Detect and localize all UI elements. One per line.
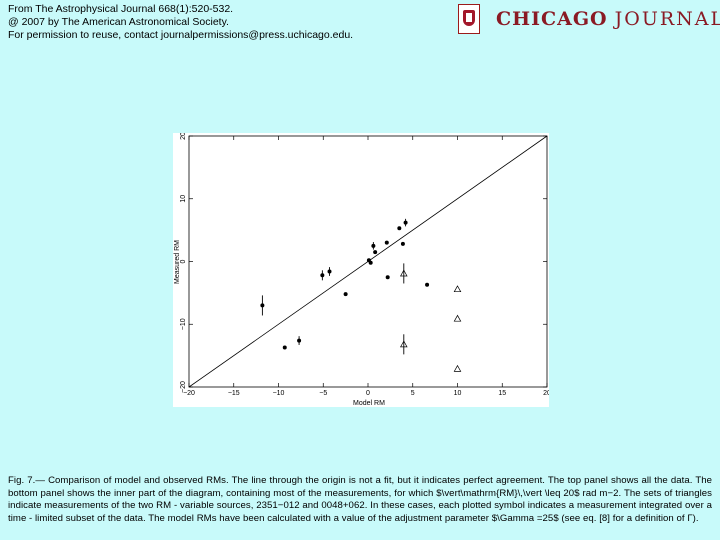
y-tick-label: −20 [180,381,187,393]
triangle-point [453,314,462,322]
figure-panel: −20 −15 −10 −5 0 5 10 15 20 −20 −10 0 10 20 Model RM … [173,133,549,407]
data-point [425,282,430,287]
x-tick-label: 5 [411,390,415,397]
data-point [327,269,332,274]
data-point [371,243,376,248]
data-point [400,241,405,246]
data-point [397,226,402,231]
x-axis-label: Model RM [353,400,385,407]
data-point [320,273,325,278]
y-tick-label: 10 [180,195,187,203]
y-tick-label: −10 [180,318,187,330]
chicago-journals-logo[interactable]: CHICAGO JOURNALS [458,4,720,34]
data-point [297,338,302,343]
y-tick-label: 20 [180,133,187,140]
brand-wordmark: CHICAGO JOURNALS [496,7,720,30]
citation-copyright: @ 2007 by The American Astronomical Soci… [8,16,229,28]
data-point [384,240,389,245]
university-seal-icon [458,4,480,34]
data-point [282,345,287,350]
citation-journal: From The Astrophysical Journal 668(1):52… [8,3,234,15]
source-citation: From The Astrophysical Journal 668(1):52… [8,3,353,42]
brand-wordmark-journals: JOURNALS [614,7,720,30]
data-point [343,292,348,297]
x-tick-label: 15 [498,390,506,397]
data-point [368,260,373,265]
x-tick-label: 0 [366,390,370,397]
x-tick-label: −5 [319,390,327,397]
triangle-point [453,364,462,372]
triangle-point [400,340,408,348]
figure-caption: Fig. 7.— Comparison of model and observe… [8,475,712,525]
data-point [385,275,390,280]
x-tick-label: −15 [228,390,240,397]
triangle-point [400,269,408,277]
x-tick-label: 10 [454,390,462,397]
brand-wordmark-chicago: CHICAGO [496,7,608,30]
citation-permission: For permission to reuse, contact journal… [8,29,354,41]
x-tick-label: 20 [543,390,549,397]
data-point [403,220,408,225]
x-tick-label: −10 [273,390,285,397]
y-axis-label: Measured RM [174,240,181,284]
y-tick-label: 0 [180,259,187,263]
data-point [260,303,265,308]
x-tick-label: −20 [183,390,195,397]
data-point [373,250,378,255]
triangle-point [453,285,462,293]
